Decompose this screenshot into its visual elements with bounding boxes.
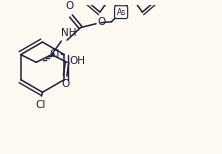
Text: O: O [61, 79, 69, 89]
Text: As: As [117, 8, 126, 17]
Text: Cl: Cl [49, 49, 59, 59]
Text: NH: NH [61, 28, 77, 38]
Text: O: O [97, 17, 105, 27]
Text: OH: OH [69, 56, 85, 66]
Text: Cl: Cl [35, 100, 46, 110]
Text: O: O [66, 1, 74, 11]
